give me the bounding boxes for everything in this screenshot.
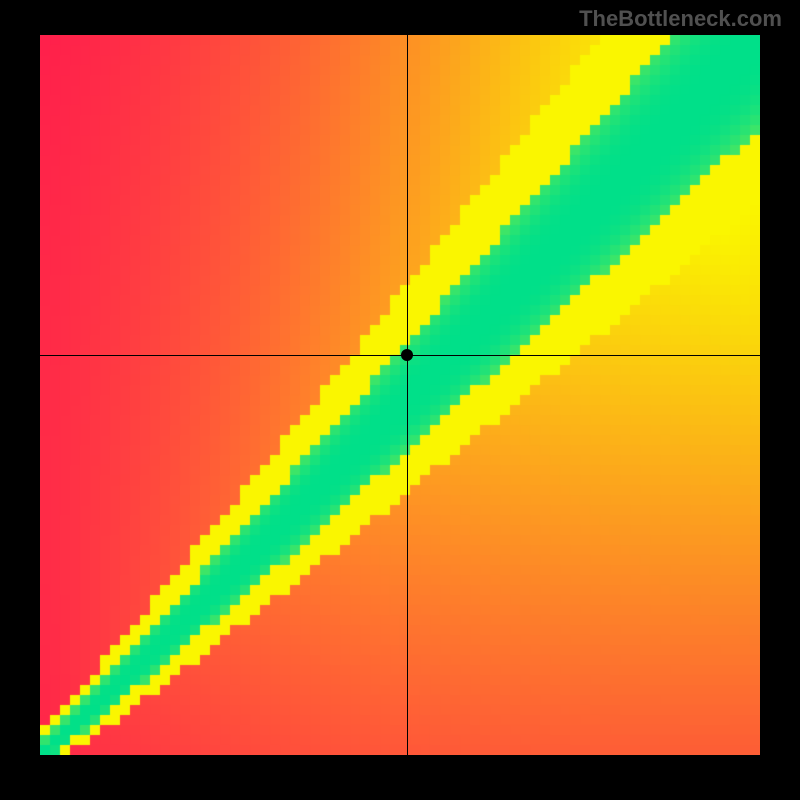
heatmap-canvas bbox=[40, 35, 760, 755]
heatmap-chart bbox=[40, 35, 760, 755]
data-point-marker bbox=[401, 349, 413, 361]
watermark: TheBottleneck.com bbox=[579, 6, 782, 32]
crosshair-vertical bbox=[407, 35, 408, 755]
crosshair-horizontal bbox=[40, 355, 760, 356]
